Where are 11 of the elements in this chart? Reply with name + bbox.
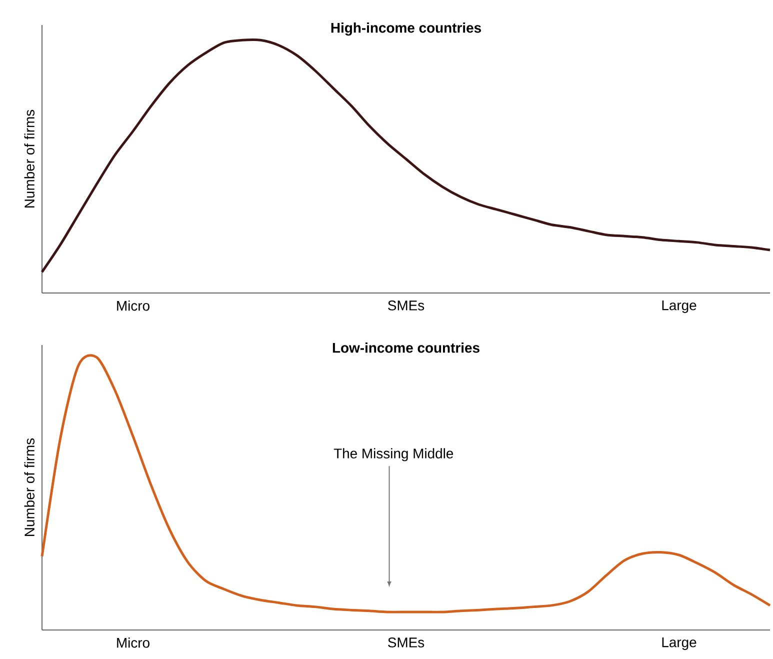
chart-title: High-income countries (331, 22, 481, 36)
chart-title: Low-income countries (332, 342, 480, 353)
x-tick-label: Large (662, 300, 696, 313)
y-axis-title: Number of firms (24, 110, 34, 208)
x-tick-label: SMEs (388, 300, 424, 310)
x-tick-label: Micro (117, 300, 150, 311)
x-tick-label: SMEs (388, 638, 424, 648)
x-tick-label: Micro (117, 638, 150, 648)
annotation: The Missing Middle (334, 448, 454, 462)
x-tick-label: Large (662, 638, 696, 650)
y-axis-title: Number of firms (24, 438, 34, 536)
